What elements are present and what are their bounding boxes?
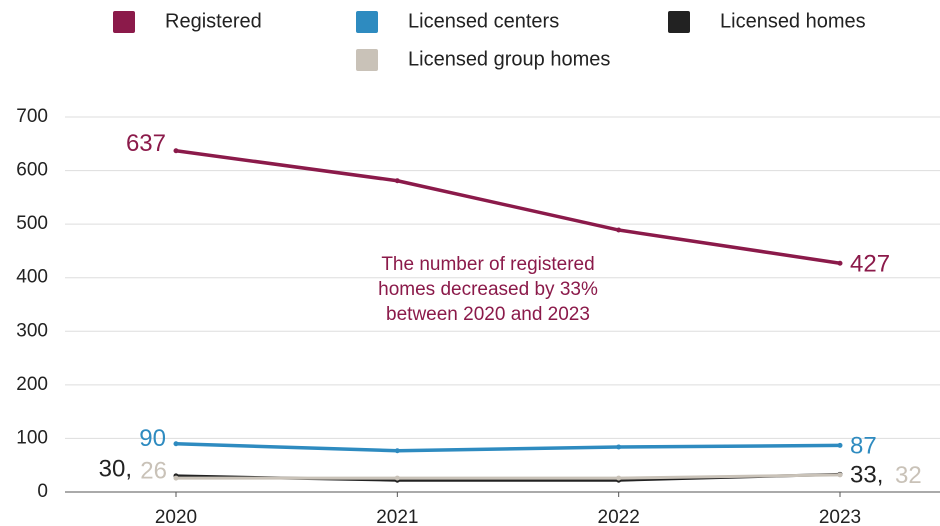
y-tick-label: 300 [16, 320, 48, 341]
data-label: 33, [850, 462, 883, 489]
point [394, 475, 400, 481]
legend-label: Licensed centers [408, 10, 559, 32]
y-tick-label: 0 [37, 481, 48, 502]
data-label: 427 [850, 251, 890, 278]
x-tick-label: 2023 [819, 507, 861, 526]
legend-swatch [356, 49, 378, 71]
series-line [175, 442, 841, 453]
x-tick-label: 2020 [155, 507, 197, 526]
legend-label: Licensed group homes [408, 48, 610, 70]
annotation: The number of registered [381, 254, 594, 275]
legend-swatch [668, 11, 690, 33]
point [394, 178, 400, 184]
point [616, 227, 622, 233]
legend-label: Registered [165, 10, 262, 32]
y-tick-label: 400 [16, 267, 48, 288]
legend-swatch [356, 11, 378, 33]
point [173, 441, 179, 447]
data-label: 637 [126, 130, 166, 157]
y-tick-label: 700 [16, 106, 48, 127]
legend-label: Licensed homes [720, 10, 866, 32]
data-label: 30, [99, 455, 132, 482]
annotation: homes decreased by 33% [378, 279, 598, 300]
data-label: 87 [850, 433, 877, 460]
annotation: between 2020 and 2023 [386, 304, 590, 325]
point [173, 475, 179, 481]
x-tick-label: 2022 [598, 507, 640, 526]
point [837, 442, 843, 448]
series-line [175, 149, 841, 265]
y-tick-label: 100 [16, 427, 48, 448]
data-label: 32 [895, 462, 922, 489]
y-tick-label: 600 [16, 160, 48, 181]
series-line [176, 473, 841, 480]
x-tick-label: 2021 [376, 507, 418, 526]
point [616, 444, 622, 450]
point [837, 260, 843, 266]
data-label: 90 [139, 425, 166, 452]
point [837, 472, 843, 478]
point [616, 475, 622, 481]
legend-swatch [113, 11, 135, 33]
point [173, 148, 179, 154]
y-tick-label: 200 [16, 374, 48, 395]
data-label: 26 [140, 457, 167, 484]
y-tick-label: 500 [16, 213, 48, 234]
point [394, 448, 400, 454]
